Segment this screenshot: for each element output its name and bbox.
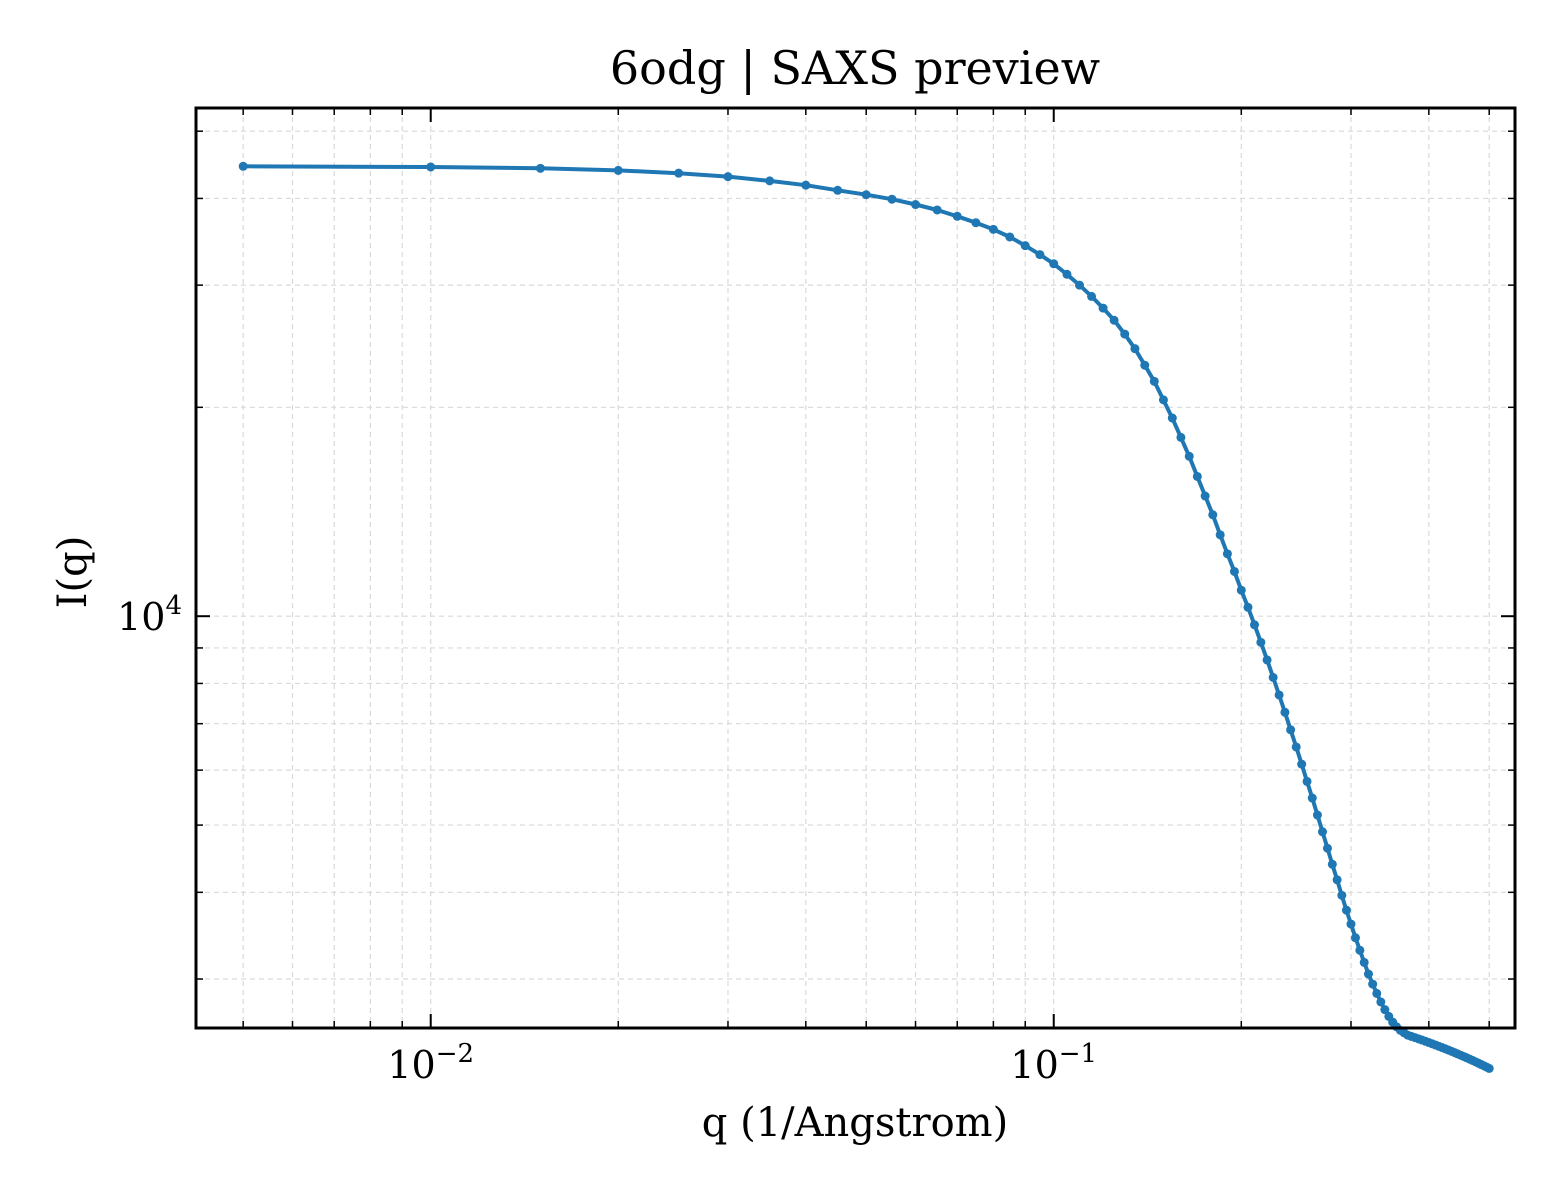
data-point [1355, 945, 1365, 955]
data-point [1149, 376, 1159, 386]
data-point [1280, 707, 1290, 717]
x-axis-label: q (1/Angstrom) [702, 1100, 1008, 1146]
data-point [1317, 827, 1327, 837]
data-point [952, 211, 962, 221]
data-point [1229, 566, 1239, 576]
data-point [1035, 250, 1045, 260]
data-point [1359, 957, 1369, 967]
data-point [1098, 303, 1108, 313]
data-point [1158, 395, 1168, 405]
data-point [1130, 344, 1140, 354]
plot-area-background [196, 108, 1515, 1028]
data-point [1208, 510, 1218, 520]
data-point [1322, 843, 1332, 853]
data-point [1062, 269, 1072, 279]
data-point [1337, 890, 1347, 900]
data-point [1312, 810, 1322, 820]
chart-title: 6odg | SAXS preview [610, 41, 1100, 95]
data-point [765, 176, 775, 186]
data-point [833, 185, 843, 195]
data-point [801, 180, 811, 190]
data-point [1256, 637, 1266, 647]
data-point [1327, 859, 1337, 869]
data-point [1167, 413, 1177, 423]
data-point [1087, 291, 1097, 301]
data-point [1372, 988, 1382, 998]
data-point [861, 190, 871, 200]
data-point [1291, 742, 1301, 752]
data-point [1184, 451, 1194, 461]
data-point [1236, 585, 1246, 595]
data-point [1297, 759, 1307, 769]
data-point [1176, 432, 1186, 442]
data-point [723, 172, 733, 182]
data-point [971, 218, 981, 228]
data-point [1109, 315, 1119, 325]
grid-lines [196, 108, 1515, 1028]
y-tick-label: 104 [117, 591, 182, 639]
data-point [1020, 241, 1030, 251]
data-point [1302, 776, 1312, 786]
data-point [1380, 1005, 1390, 1015]
data-point [613, 165, 623, 175]
data-point [1286, 725, 1296, 735]
data-point [932, 205, 942, 215]
data-point [1222, 549, 1232, 559]
data-point [1215, 530, 1225, 540]
data-point [1243, 602, 1253, 612]
data-point [911, 200, 921, 210]
data-point [426, 162, 436, 172]
data-point [238, 161, 248, 171]
data-point [1120, 329, 1130, 339]
data-point [1368, 979, 1378, 989]
data-point [1192, 471, 1202, 481]
x-tick-labels: 10−2 10−1 [387, 1039, 1097, 1087]
data-point [1332, 875, 1342, 885]
data-point [988, 224, 998, 234]
data-point [1075, 280, 1085, 290]
data-point [1484, 1063, 1494, 1073]
data-point [1140, 360, 1150, 370]
data-point [1268, 672, 1278, 682]
data-point [1350, 933, 1360, 943]
data-point [1307, 793, 1317, 803]
data-point [674, 168, 684, 178]
data-series [238, 161, 1494, 1073]
data-point [1346, 919, 1356, 929]
x-tick-label: 10−1 [1010, 1039, 1097, 1087]
y-tick-labels: 104 [117, 591, 182, 639]
data-point [1249, 620, 1259, 630]
y-axis-label: I(q) [50, 536, 96, 609]
plot-frame [194, 106, 1517, 1030]
data-point [1049, 259, 1059, 269]
data-point [1262, 655, 1272, 665]
data-point [1341, 905, 1351, 915]
data-point [535, 163, 545, 173]
data-point [1200, 491, 1210, 501]
data-point [1376, 997, 1386, 1007]
data-point [1005, 232, 1015, 242]
data-point [887, 194, 897, 204]
data-point [1274, 690, 1284, 700]
data-point [1363, 969, 1373, 979]
x-tick-label: 10−2 [387, 1039, 474, 1087]
